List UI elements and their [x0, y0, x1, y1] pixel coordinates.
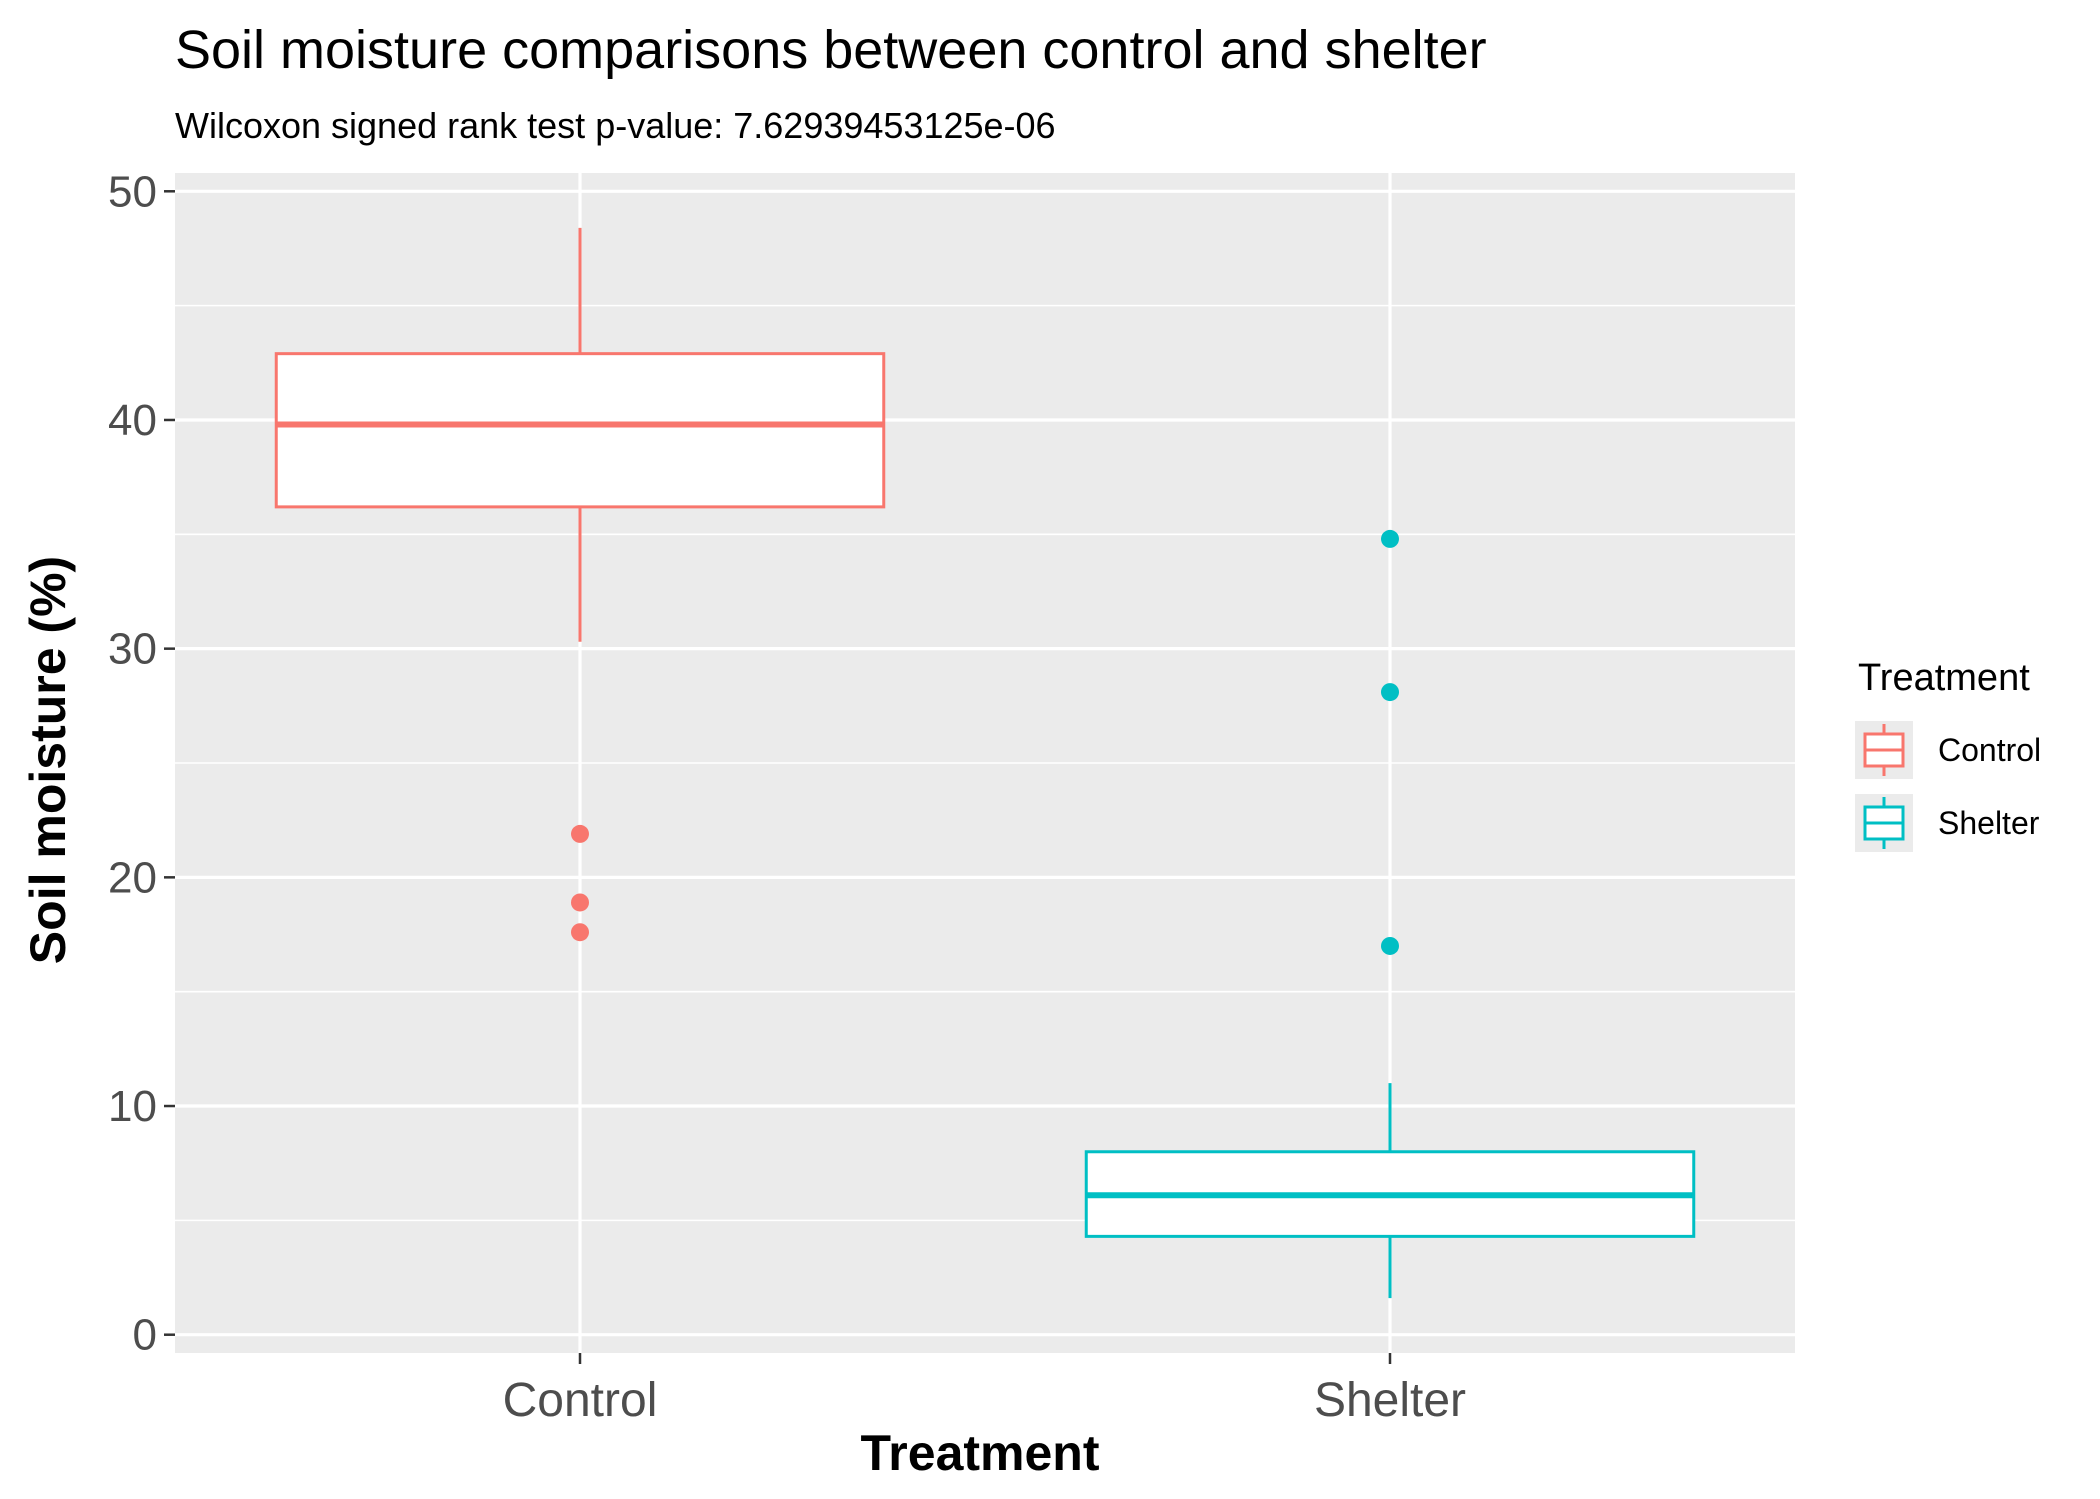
outlier-point [1381, 683, 1399, 702]
x-tick-label: Shelter [1314, 1374, 1466, 1427]
y-axis: 0 10 20 30 40 50 [108, 167, 175, 1360]
outlier-point [1381, 936, 1399, 955]
outlier-point [571, 893, 589, 912]
legend-label: Shelter [1938, 805, 2040, 841]
outlier-point [1381, 529, 1399, 548]
outlier-point [571, 923, 589, 942]
y-tick-label: 40 [108, 396, 157, 445]
y-tick-label: 0 [133, 1311, 157, 1360]
x-tick-label: Control [503, 1374, 658, 1427]
y-axis-label: Soil moisture (%) [20, 556, 76, 964]
legend-item-control: Control [1855, 721, 2041, 779]
plot-panel [175, 173, 1795, 1353]
legend-title: Treatment [1858, 657, 2030, 699]
box-control [274, 227, 886, 942]
x-axis-label: Treatment [861, 1425, 1100, 1481]
y-tick-label: 20 [108, 853, 157, 902]
chart-subtitle: Wilcoxon signed rank test p-value: 7.629… [175, 105, 1056, 146]
outlier-point [571, 824, 589, 843]
y-tick-label: 30 [108, 625, 157, 674]
y-tick-label: 10 [108, 1082, 157, 1131]
chart-title: Soil moisture comparisons between contro… [175, 20, 1487, 80]
legend-item-shelter: Shelter [1855, 794, 2040, 852]
y-tick-label: 50 [108, 167, 157, 216]
legend-label: Control [1938, 732, 2041, 768]
x-axis: Control Shelter [503, 1353, 1466, 1427]
box-shelter [1084, 529, 1696, 1299]
legend: Treatment Control Shelter [1855, 657, 2041, 852]
box-iqr [274, 352, 886, 509]
